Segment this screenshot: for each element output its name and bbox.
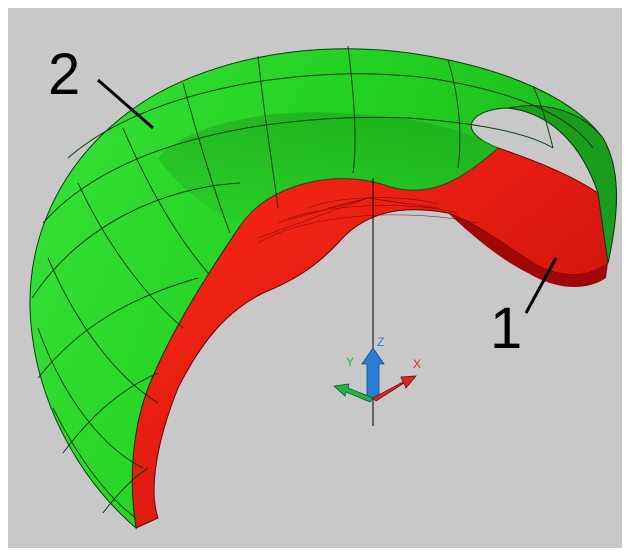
cad-viewport[interactable]: 2 1 Z X Y <box>8 8 622 548</box>
callout-2-label: 2 <box>48 42 80 107</box>
ucs-z-label: Z <box>377 335 384 349</box>
outer-surface-green <box>29 45 617 530</box>
ucs-icon: Z X Y <box>333 335 421 403</box>
ucs-y-label: Y <box>346 355 354 369</box>
callout-1: 1 <box>490 257 558 361</box>
model-drawing: 2 1 Z X Y <box>29 42 617 530</box>
ucs-x-label: X <box>413 357 421 371</box>
callout-1-label: 1 <box>490 296 522 361</box>
callout-2: 2 <box>48 42 154 130</box>
